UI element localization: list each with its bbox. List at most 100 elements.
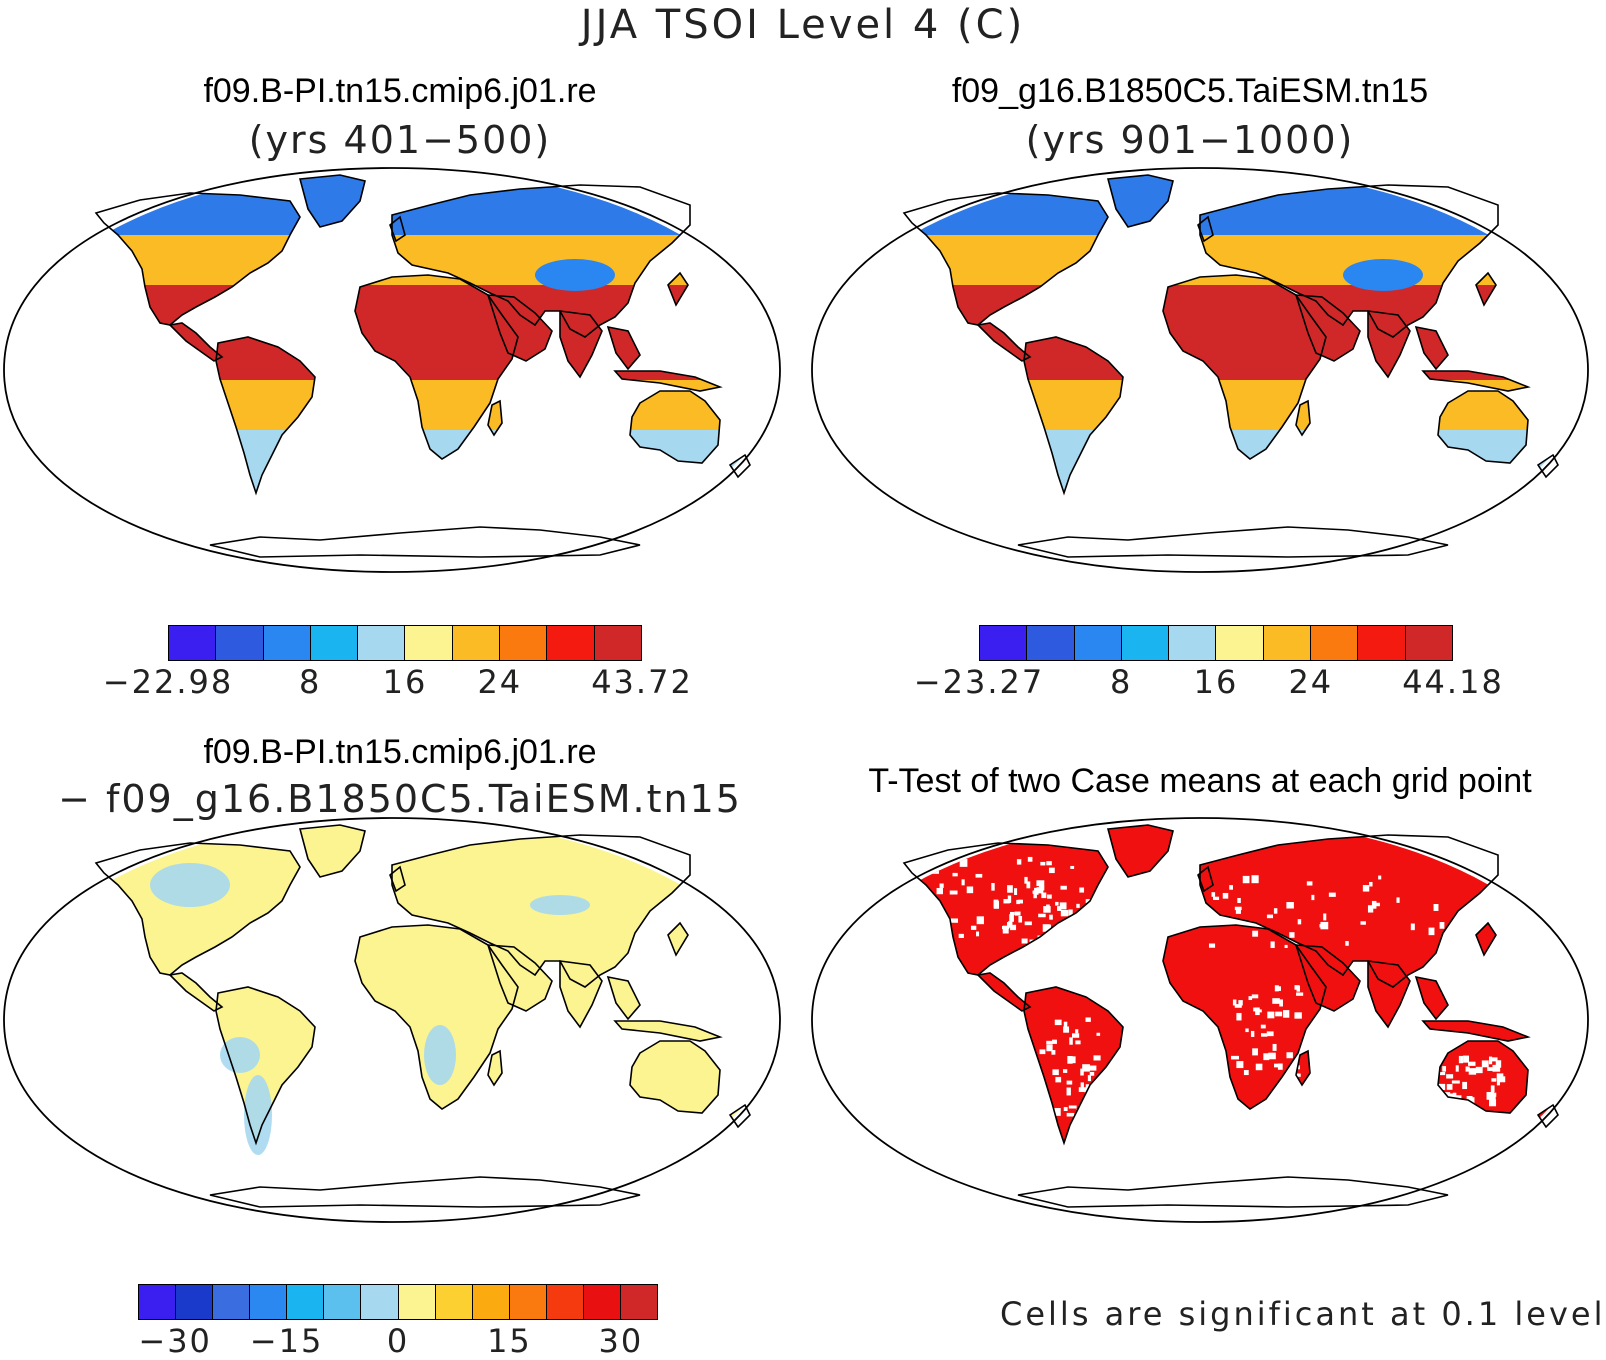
coastline-arabia: [486, 294, 553, 362]
nonsignificant-cell: [1229, 885, 1233, 890]
land-greenland: [300, 825, 365, 877]
colorbar-tick-label: −23.27: [913, 663, 1045, 701]
nonsignificant-cell: [1068, 1105, 1077, 1109]
nonsignificant-cell: [1470, 1097, 1475, 1104]
map-case2: [811, 167, 1589, 573]
nonsignificant-cell: [1041, 892, 1047, 899]
nonsignificant-cell: [1027, 856, 1033, 862]
nonsignificant-cell: [1208, 943, 1216, 948]
nonsignificant-cell: [1274, 985, 1279, 992]
coastline-japan: [667, 921, 689, 957]
nonsignificant-cell: [1018, 915, 1023, 923]
coastline-arabia: [1294, 944, 1361, 1012]
nonsignificant-cell: [936, 887, 943, 895]
nonsignificant-cell: [1093, 917, 1099, 923]
nonsignificant-cell: [1492, 1064, 1501, 1072]
nonsignificant-cell: [1063, 1107, 1068, 1111]
nonsignificant-cell: [1094, 923, 1102, 931]
colorbar-cell: [980, 626, 1028, 660]
land-arabia: [488, 945, 552, 1011]
colorbar-cell: [310, 626, 359, 660]
nonsignificant-cell: [1268, 1052, 1276, 1060]
significant-land-india: [1368, 961, 1410, 1027]
coastline-centralAmerica: [168, 322, 224, 362]
colorbar-cell: [287, 1285, 325, 1319]
coastline-nz: [1536, 453, 1559, 479]
colorbar-cell: [250, 1285, 288, 1319]
nonsignificant-cell: [952, 872, 958, 877]
coastline-seAsia: [1414, 325, 1449, 371]
colorbar-case2: [979, 625, 1453, 661]
nonsignificant-cell: [1080, 1082, 1084, 1090]
colorbar-cell: [398, 1285, 436, 1319]
nonsignificant-cell: [1272, 1043, 1277, 1051]
colorbar-cell: [213, 1285, 251, 1319]
map-border: [811, 817, 1589, 1223]
nonsignificant-cell: [941, 925, 946, 929]
nonsignificant-cell: [1490, 1085, 1495, 1093]
cooler-region: [244, 1075, 272, 1155]
nonsignificant-cell: [1070, 865, 1075, 869]
nonsignificant-cell: [1093, 1055, 1101, 1061]
nonsignificant-cell: [1286, 1052, 1293, 1059]
colorbar-cell: [1358, 626, 1406, 660]
land-southAmerica: [216, 987, 315, 1143]
land-seAsia: [608, 977, 640, 1019]
nonsignificant-cell: [1251, 875, 1259, 884]
land-africa: [355, 925, 518, 1109]
temperature-band-temperate: [96, 235, 750, 285]
colorbar-cell: [324, 1285, 362, 1319]
coastline-madagascar: [487, 399, 503, 437]
nonsignificant-cell: [1040, 861, 1046, 866]
colorbar-cell: [1169, 626, 1217, 660]
coastline-arabia: [486, 944, 553, 1012]
coastline-india: [559, 310, 603, 379]
coastline-uk: [389, 865, 406, 893]
nonsignificant-cell: [1075, 1040, 1081, 1045]
map-ttest: [811, 817, 1589, 1223]
colorbar-cell: [139, 1285, 177, 1319]
nonsignificant-cell: [1372, 902, 1380, 907]
coastline-southAmerica: [1023, 336, 1124, 496]
colorbar-cell: [216, 626, 264, 660]
significant-land-indonesia: [1423, 1021, 1528, 1041]
significant-land-eurasia: [1200, 835, 1498, 987]
nonsignificant-cell: [1443, 1092, 1451, 1097]
colorbar-case1: [168, 625, 642, 661]
nonsignificant-cell: [1232, 999, 1237, 1006]
significant-land-africa: [1163, 925, 1326, 1109]
nonsignificant-cell: [1043, 906, 1051, 913]
land-indonesia: [615, 1021, 720, 1041]
nonsignificant-cell: [1251, 994, 1259, 999]
nonsignificant-cell: [1066, 1080, 1073, 1085]
coastline-antarctica: [209, 526, 641, 558]
nonsignificant-cell: [939, 883, 944, 888]
nonsignificant-cell: [1275, 1011, 1283, 1017]
nonsignificant-cell: [1211, 892, 1216, 897]
nonsignificant-cell: [1306, 881, 1313, 886]
colorbar-cell: [361, 1285, 399, 1319]
nonsignificant-cell: [1459, 1099, 1466, 1104]
nonsignificant-cell: [1492, 1095, 1496, 1101]
coastline-india: [1367, 960, 1411, 1029]
coastline-japan: [1475, 921, 1497, 957]
nonsignificant-cell: [1010, 911, 1015, 916]
panel-title-ttest: T-Test of two Case means at each grid po…: [868, 762, 1532, 800]
nonsignificant-cell: [1051, 1050, 1056, 1055]
colorbar-cell: [472, 1285, 510, 1319]
nonsignificant-cell: [1024, 876, 1028, 884]
nonsignificant-cell: [1085, 1017, 1091, 1022]
nonsignificant-cell: [1486, 1091, 1495, 1100]
nonsignificant-cell: [1047, 894, 1052, 899]
colorbar-cell: [176, 1285, 214, 1319]
nonsignificant-cell: [1447, 1084, 1451, 1089]
nonsignificant-cell: [1085, 899, 1090, 904]
coastline-nz: [728, 1103, 751, 1129]
nonsignificant-cell: [1215, 914, 1223, 921]
nonsignificant-cell: [1266, 1031, 1274, 1037]
nonsignificant-cell: [1255, 1063, 1263, 1071]
panel-subtitle-diff: − f09_g16.B1850C5.TaiESM.tn15: [58, 777, 742, 821]
nonsignificant-cell: [1059, 902, 1067, 910]
nonsignificant-cell: [1007, 885, 1013, 893]
coastline-japan: [667, 271, 689, 307]
